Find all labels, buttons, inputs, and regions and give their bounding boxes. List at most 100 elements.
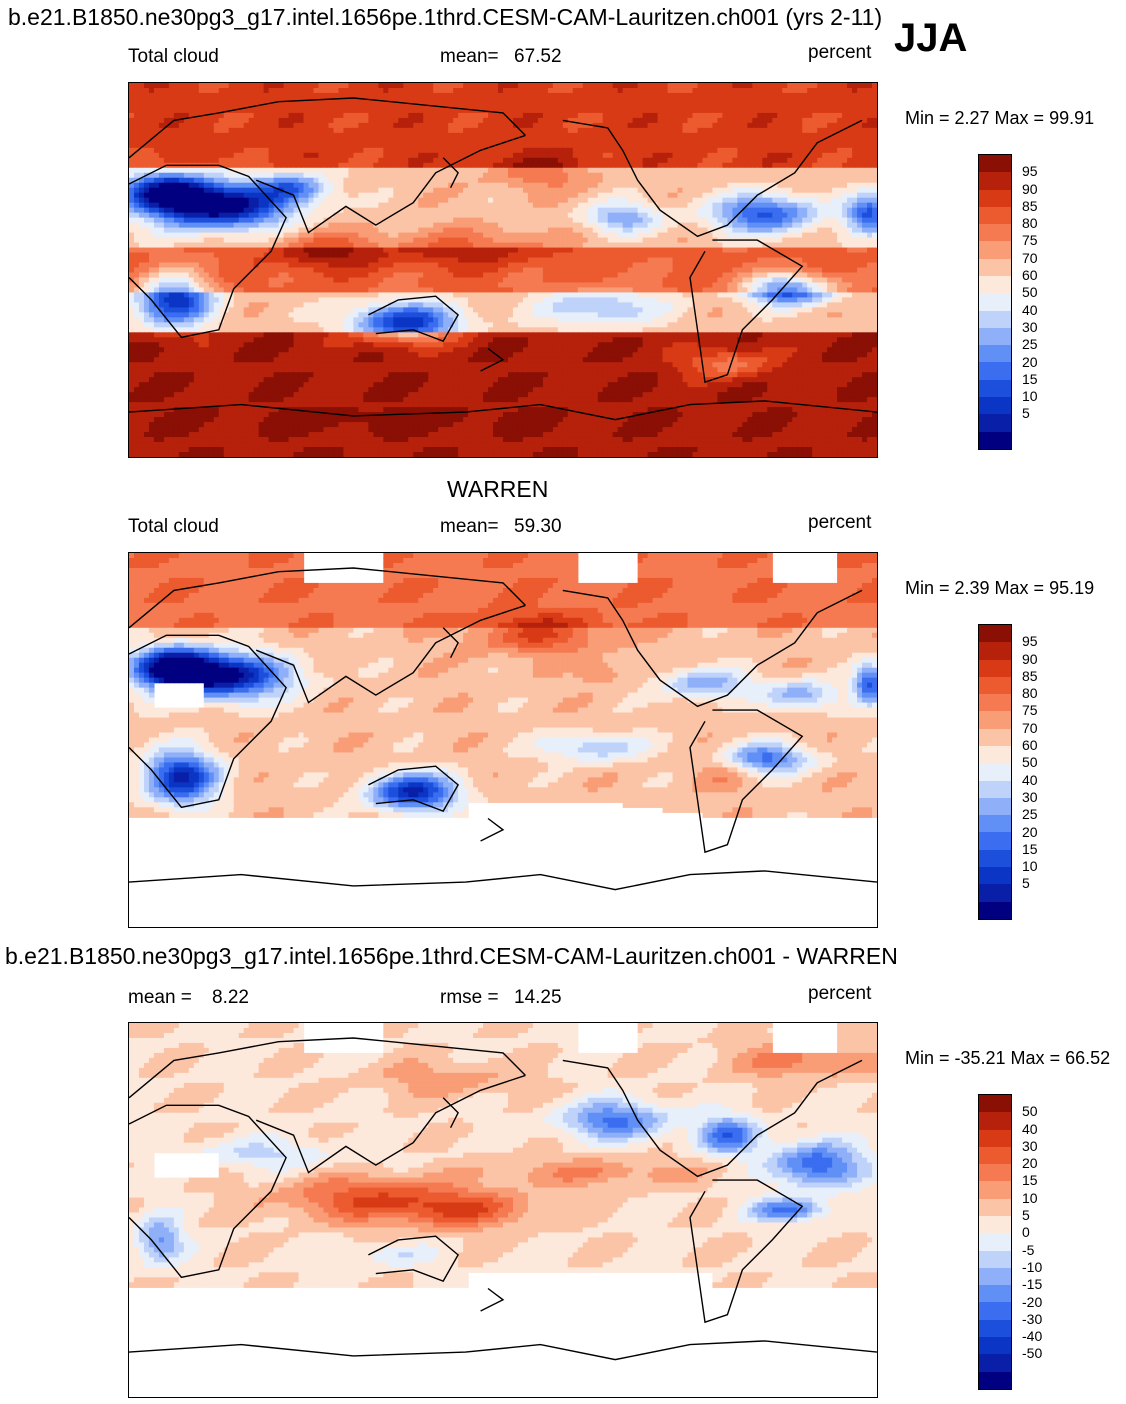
panel-diff-mean-label: mean = <box>128 987 192 1009</box>
colorbar-swatch <box>979 1267 1011 1286</box>
colorbar-tick-label: 5 <box>1022 875 1030 891</box>
coastline <box>480 1287 505 1312</box>
colorbar-tick-label: -15 <box>1022 1276 1042 1292</box>
coastline <box>562 589 863 708</box>
colorbar-swatch <box>979 1233 1011 1251</box>
colorbar-tick-label: 70 <box>1022 720 1038 736</box>
colorbar-swatch <box>979 206 1011 225</box>
colorbar-swatch <box>979 327 1011 346</box>
colorbar-tick-label: 75 <box>1022 702 1038 718</box>
colorbar-swatch <box>979 832 1011 850</box>
colorbar-tick-label: 50 <box>1022 284 1038 300</box>
colorbar-tick-label: 30 <box>1022 1138 1038 1154</box>
colorbar-swatch <box>979 694 1011 712</box>
colorbar-swatch <box>979 1302 1011 1320</box>
colorbar-swatch <box>979 642 1011 660</box>
panel-model-mean-value: 67.52 <box>514 46 562 68</box>
coastline <box>129 1037 526 1099</box>
colorbar-swatch <box>979 745 1011 764</box>
colorbar-tick-label: 95 <box>1022 163 1038 179</box>
panel-obs-mean-label: mean= <box>440 516 499 538</box>
colorbar-tick-label: 90 <box>1022 651 1038 667</box>
panel-model-minmax: Min = 2.27 Max = 99.91 <box>905 108 1094 129</box>
figure-title: b.e21.B1850.ne30pg3_g17.intel.1656pe.1th… <box>8 4 882 31</box>
coastline <box>689 709 804 854</box>
coastline <box>480 817 505 842</box>
colorbar-swatch <box>979 1215 1011 1234</box>
coastline <box>255 604 526 704</box>
colorbar-swatch <box>979 1371 1011 1389</box>
colorbar-tick-label: 60 <box>1022 267 1038 283</box>
colorbar-swatch <box>979 884 1011 902</box>
colorbar-tick-label: 60 <box>1022 737 1038 753</box>
colorbar-swatch <box>979 815 1011 833</box>
panel-obs-units: percent <box>808 512 871 534</box>
colorbar-swatch <box>979 310 1011 328</box>
colorbar-tick-label: 10 <box>1022 1190 1038 1206</box>
colorbar-tick-label: 75 <box>1022 232 1038 248</box>
colorbar-tick-label: 15 <box>1022 1172 1038 1188</box>
colorbar-swatch <box>979 224 1011 242</box>
coastline <box>480 347 505 372</box>
colorbar-swatch <box>979 172 1011 190</box>
colorbar-swatch <box>979 1146 1011 1165</box>
season-label: JJA <box>894 16 967 61</box>
panel-model-mean-label: mean= <box>440 46 499 68</box>
colorbar-swatch <box>979 379 1011 397</box>
coastline <box>129 634 287 809</box>
map-field <box>129 83 877 457</box>
panel-model-map <box>128 82 878 458</box>
colorbar-tick-label: 15 <box>1022 371 1038 387</box>
coastline <box>129 164 287 339</box>
colorbar-tick-label: 5 <box>1022 1207 1030 1223</box>
panel-obs-title: WARREN <box>447 476 548 503</box>
colorbar-tick-label: 85 <box>1022 668 1038 684</box>
colorbar-swatch <box>979 396 1011 415</box>
colorbar-swatch <box>979 431 1011 449</box>
colorbar-swatch <box>979 189 1011 207</box>
coastline <box>129 567 526 629</box>
colorbar-tick-label: -20 <box>1022 1294 1042 1310</box>
colorbar-tick-label: 15 <box>1022 841 1038 857</box>
panel-model-variable: Total cloud <box>128 46 219 68</box>
coastline <box>368 1235 459 1282</box>
colorbar-tick-label: 50 <box>1022 754 1038 770</box>
colorbar-tick-label: 25 <box>1022 806 1038 822</box>
colorbar-swatch <box>979 345 1011 363</box>
colorbar-swatch <box>979 1354 1011 1372</box>
panel-diff-title: b.e21.B1850.ne30pg3_g17.intel.1656pe.1th… <box>5 943 898 970</box>
colorbar-swatch <box>979 1181 1011 1199</box>
colorbar-tick-label: 5 <box>1022 405 1030 421</box>
panel-diff-colorbar <box>978 1094 1012 1390</box>
colorbar-swatch <box>979 258 1011 276</box>
colorbar-swatch <box>979 155 1011 173</box>
colorbar-tick-label: 0 <box>1022 1224 1030 1240</box>
colorbar-swatch <box>979 1250 1011 1268</box>
coastline <box>689 239 804 384</box>
panel-model-colorbar <box>978 154 1012 450</box>
colorbar-swatch <box>979 797 1011 816</box>
colorbar-tick-label: -30 <box>1022 1311 1042 1327</box>
panel-model-units: percent <box>808 42 871 64</box>
colorbar-tick-label: -40 <box>1022 1328 1042 1344</box>
colorbar-swatch <box>979 901 1011 919</box>
panel-obs-mean-value: 59.30 <box>514 516 562 538</box>
colorbar-tick-label: 95 <box>1022 633 1038 649</box>
colorbar-swatch <box>979 293 1011 311</box>
panel-diff-minmax: Min = -35.21 Max = 66.52 <box>905 1048 1110 1069</box>
colorbar-tick-label: 70 <box>1022 250 1038 266</box>
colorbar-tick-label: 20 <box>1022 824 1038 840</box>
colorbar-swatch <box>979 676 1011 695</box>
panel-diff-map <box>128 1022 878 1398</box>
panel-obs-variable: Total cloud <box>128 516 219 538</box>
colorbar-swatch <box>979 1129 1011 1147</box>
colorbar-tick-label: 80 <box>1022 215 1038 231</box>
map-field <box>129 553 877 891</box>
panel-diff-mean-value: 8.22 <box>212 987 249 1009</box>
colorbar-swatch <box>979 866 1011 885</box>
colorbar-tick-label: -10 <box>1022 1259 1042 1275</box>
coastline <box>442 157 459 189</box>
colorbar-swatch <box>979 1112 1011 1130</box>
coastline <box>368 765 459 812</box>
colorbar-swatch <box>979 849 1011 867</box>
